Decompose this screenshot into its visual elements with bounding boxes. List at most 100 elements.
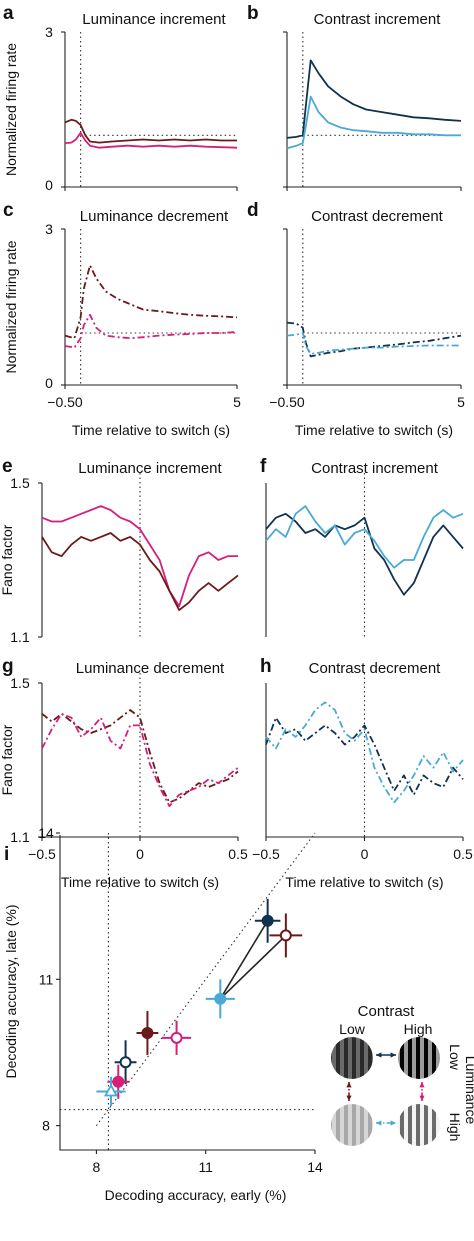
xtick-label-i-0: 8 xyxy=(93,1159,101,1175)
axes-a xyxy=(64,32,237,188)
xtick-label-i-2: 14 xyxy=(307,1159,323,1175)
xlabel-i: Decoding accuracy, early (%) xyxy=(105,1187,287,1203)
panel-letter-d: d xyxy=(247,200,259,221)
panel-e: e Luminance increment 1.5 1.1 Fano factor xyxy=(0,456,239,645)
ytick-label-i-1: 11 xyxy=(39,971,54,987)
arrow-contrast-low-lum xyxy=(376,1052,396,1058)
data-point-4 xyxy=(136,1011,159,1055)
xtick-label-i-1: 11 xyxy=(198,1159,213,1175)
legend-contrast-high: High xyxy=(404,1021,433,1037)
grating-low-contrast-high-luminance xyxy=(331,1104,373,1146)
series-line-f-0 xyxy=(265,512,464,596)
panel-letter-i: i xyxy=(4,844,9,865)
series-line-h-0 xyxy=(265,716,464,796)
ytick-label-top-e: 1.5 xyxy=(10,475,30,491)
panel-letter-g: g xyxy=(2,656,14,677)
xlabel-h: Time relative to switch (s) xyxy=(285,874,443,890)
ytick-label-i-2: 14 xyxy=(38,825,54,841)
series-line-e-0 xyxy=(41,505,238,608)
marker-circle-2 xyxy=(214,992,227,1005)
xtick-label-h-1: 0 xyxy=(361,846,369,862)
xtick-label-g-0: −0.5 xyxy=(28,846,56,862)
ytick-label-i-0: 8 xyxy=(42,1118,50,1134)
grating-high-contrast-low-luminance xyxy=(398,1037,440,1079)
axes-d xyxy=(286,229,461,386)
panel-title-f: Contrast increment xyxy=(311,460,439,477)
panel-h: h Contrast decrement −0.5 0 0.5 Time relative… xyxy=(252,656,473,890)
xtick-label-right-d: 5 xyxy=(457,394,465,410)
ytick-label-bottom-a: 0 xyxy=(45,177,53,193)
panel-letter-c: c xyxy=(3,200,14,221)
panel-title-g: Luminance decrement xyxy=(76,660,225,677)
marker-circle-3 xyxy=(170,1031,183,1044)
data-point-7 xyxy=(96,1076,126,1107)
panel-title-b: Contrast increment xyxy=(314,11,442,28)
xtick-label-g-2: 0.5 xyxy=(228,846,248,862)
arrow-luminance-low-contrast xyxy=(346,1082,352,1101)
panel-a: a Luminance increment 3 0 Normalized firing … xyxy=(3,3,238,193)
ytick-label-bottom-g: 1.1 xyxy=(10,829,30,845)
legend-contrast-low: Low xyxy=(339,1021,366,1037)
marker-circle-5 xyxy=(119,1056,132,1069)
ytick-label-bottom-c: 0 xyxy=(45,375,53,391)
series-line-e-1 xyxy=(41,532,239,611)
data-point-5 xyxy=(114,1040,137,1085)
panel-title-a: Luminance increment xyxy=(82,11,226,28)
ylabel-i: Decoding accuracy, late (%) xyxy=(3,904,19,1078)
panel-f: f Contrast increment xyxy=(260,456,464,637)
xlabel-g: Time relative to switch (s) xyxy=(61,874,219,890)
data-point-0 xyxy=(254,898,281,943)
panel-b: b Contrast increment xyxy=(247,3,462,191)
series-line-d-1 xyxy=(286,332,461,355)
data-point-2 xyxy=(205,979,235,1019)
grating-low-contrast-low-luminance xyxy=(331,1037,373,1079)
axes-b xyxy=(286,32,461,188)
series-line-c-1 xyxy=(64,313,238,349)
xtick-label-h-2: 0.5 xyxy=(453,846,473,862)
series-line-d-0 xyxy=(286,321,462,358)
series-line-a-1 xyxy=(64,131,238,149)
panel-title-c: Luminance decrement xyxy=(80,208,229,225)
series-line-b-0 xyxy=(286,59,462,139)
panel-letter-b: b xyxy=(247,3,259,24)
marker-circle-6 xyxy=(112,1075,125,1088)
ytick-label-top-g: 1.5 xyxy=(10,675,30,691)
panel-g: g Luminance decrement 1.5 1.1 Fano factor −0.… xyxy=(0,656,248,890)
xtick-label-right-c: 5 xyxy=(233,394,241,410)
legend-luminance-high: High xyxy=(447,1113,463,1142)
data-point-1 xyxy=(269,913,303,958)
ytick-label-bottom-e: 1.1 xyxy=(10,629,30,645)
ylabel-c: Normalized firing rate xyxy=(3,240,19,373)
legend-title: Contrast xyxy=(358,1003,416,1020)
panel-letter-a: a xyxy=(3,3,14,24)
arrow-luminance-high-contrast xyxy=(419,1082,425,1101)
panel-title-h: Contrast decrement xyxy=(309,660,442,677)
series-line-a-0 xyxy=(64,118,237,144)
arrow-contrast-high-lum xyxy=(376,1120,396,1126)
xtick-label-left-c: −0.50 xyxy=(47,394,83,410)
axes-i xyxy=(59,835,315,1151)
xlabel-d: Time relative to switch (s) xyxy=(295,422,453,438)
series-line-g-1 xyxy=(41,712,239,808)
marker-circle-4 xyxy=(141,1026,154,1039)
xtick-label-h-0: −0.5 xyxy=(252,846,280,862)
series-line-c-0 xyxy=(64,264,238,340)
ylabel-e: Fano factor xyxy=(0,524,15,595)
data-point-3 xyxy=(162,1020,192,1055)
legend-luminance-title: Luminance xyxy=(463,1056,474,1125)
axes-c xyxy=(64,229,237,386)
ytick-label-top-c: 3 xyxy=(45,221,53,237)
series-line-h-1 xyxy=(265,701,464,804)
panel-letter-h: h xyxy=(260,656,272,677)
panel-c: c Luminance decrement 3 0 Normalized firing … xyxy=(3,200,241,438)
xlabel-c: Time relative to switch (s) xyxy=(72,422,230,438)
panel-letter-f: f xyxy=(260,456,267,477)
xtick-label-left-d: −0.50 xyxy=(269,394,305,410)
ylabel-a: Normalized firing rate xyxy=(3,43,19,176)
series-line-g-0 xyxy=(41,709,239,804)
ylabel-g: Fano factor xyxy=(0,724,15,795)
panel-title-e: Luminance increment xyxy=(78,460,222,477)
data-point-6 xyxy=(107,1064,130,1099)
